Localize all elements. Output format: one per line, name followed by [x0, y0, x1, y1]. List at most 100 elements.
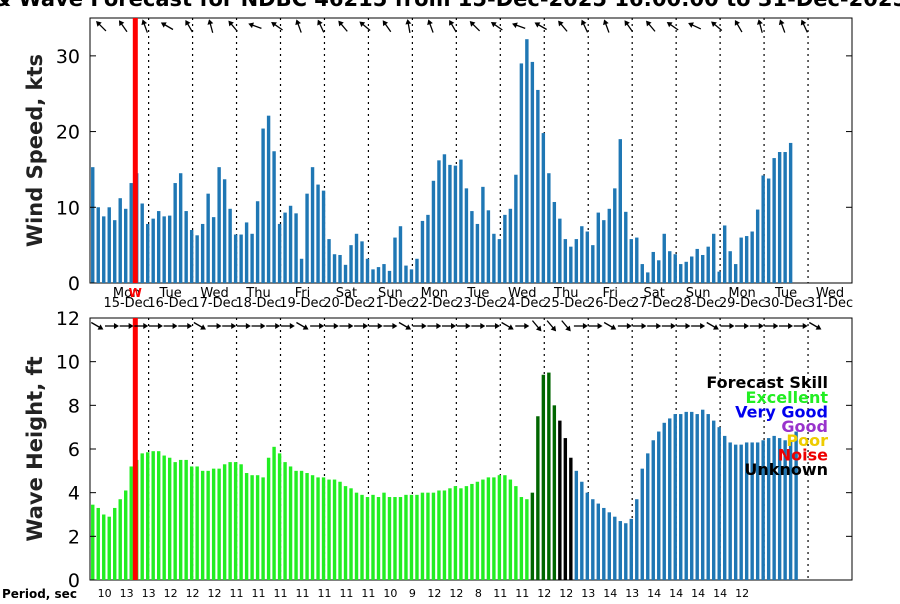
- wind-bar: [492, 233, 496, 283]
- y-axis-label: Wave Height, ft: [23, 356, 47, 541]
- y-tick-label: 30: [56, 46, 80, 68]
- wave-direction-arrow: [296, 321, 309, 330]
- wave-bar: [602, 507, 606, 580]
- wave-direction-arrow: [720, 323, 735, 329]
- wave-direction-arrow: [647, 323, 662, 329]
- wind-bar: [640, 264, 644, 283]
- day-name: Mon: [728, 286, 755, 301]
- wave-bar: [420, 492, 425, 580]
- wind-bar: [382, 264, 386, 283]
- wave-bar: [327, 479, 331, 580]
- wind-bar: [695, 248, 699, 283]
- wind-bar: [761, 175, 765, 283]
- wave-bar: [569, 457, 573, 580]
- day-date: 27-Dec: [631, 296, 677, 311]
- legend-item: Poor: [786, 431, 828, 450]
- wind-direction-arrow: [382, 20, 392, 33]
- wind-bar: [547, 173, 551, 283]
- wind-bar: [233, 234, 238, 283]
- wind-bar: [266, 115, 271, 284]
- wind-direction-arrow: [96, 21, 107, 32]
- wave-direction-arrow: [442, 323, 457, 329]
- wind-direction-arrow: [490, 21, 503, 31]
- wave-direction-arrow: [546, 320, 557, 332]
- wave-bar: [624, 523, 628, 580]
- wave-bar: [189, 466, 194, 580]
- wind-bar: [398, 226, 403, 283]
- wave-bar: [349, 488, 353, 580]
- wind-direction-arrow: [666, 21, 679, 31]
- wind-bar: [558, 218, 562, 283]
- wind-bar: [755, 209, 760, 283]
- wave-bar: [124, 490, 128, 580]
- wave-bar: [744, 442, 749, 580]
- wave-bar: [244, 473, 249, 580]
- wave-direction-arrow: [501, 321, 514, 330]
- wind-bar: [596, 212, 601, 283]
- wave-bar: [305, 473, 309, 580]
- y-tick-label: 20: [56, 122, 80, 144]
- period-value: 8: [475, 587, 482, 600]
- y-axis-label: Wind Speed, kts: [23, 54, 47, 247]
- wave-bar: [415, 494, 419, 580]
- y-tick-label: 0: [68, 273, 80, 295]
- wave-direction-arrow: [588, 323, 603, 329]
- wave-bar: [761, 440, 765, 580]
- period-value: 12: [449, 587, 463, 600]
- day-name: Mon: [113, 286, 140, 301]
- wave-bar: [717, 427, 721, 580]
- wave-direction-arrow: [603, 321, 617, 330]
- day-name: Thu: [245, 286, 270, 301]
- wave-bar: [113, 507, 117, 580]
- wave-direction-arrow: [354, 323, 369, 329]
- wave-bar: [722, 435, 727, 580]
- wind-bar: [178, 173, 183, 283]
- wave-bar: [668, 418, 672, 580]
- wind-bar: [420, 220, 425, 283]
- wave-bar: [596, 503, 601, 580]
- wave-bar: [618, 521, 622, 580]
- wave-direction-arrow: [280, 323, 295, 329]
- wind-bar: [618, 139, 622, 283]
- day-name: Sat: [644, 286, 665, 301]
- wave-bar: [310, 475, 315, 580]
- chart-title: & Wave Forecast for NDBC 46215 from 15-D…: [0, 0, 900, 11]
- wave-bar: [547, 372, 551, 580]
- wave-bar: [613, 516, 617, 580]
- wind-bar: [91, 167, 95, 283]
- wave-bar: [277, 453, 282, 580]
- wave-bar: [321, 477, 326, 580]
- wind-bar: [239, 234, 243, 283]
- wind-bar: [343, 264, 348, 283]
- wave-bar: [766, 438, 771, 580]
- wave-direction-arrow: [764, 323, 779, 329]
- wind-bar: [305, 193, 309, 283]
- wind-bar: [508, 208, 513, 283]
- wind-bar: [189, 230, 194, 283]
- wave-bar: [365, 497, 370, 580]
- wave-direction-arrow: [207, 323, 222, 329]
- wave-bar: [508, 479, 513, 580]
- wave-bar: [409, 494, 414, 580]
- wave-bar: [552, 405, 557, 580]
- wave-bar: [453, 486, 458, 580]
- wind-bar: [519, 63, 524, 283]
- wind-direction-arrow: [160, 22, 174, 31]
- wave-direction-arrow: [561, 320, 571, 332]
- wave-bar: [530, 492, 535, 580]
- wave-bar: [563, 438, 568, 580]
- wind-bar: [733, 264, 738, 283]
- wind-bar: [145, 223, 150, 283]
- wave-bar: [316, 477, 320, 580]
- wind-bar: [442, 154, 447, 283]
- period-axis: Period, sec 10 13 13 12 12 12 11 11 11 11 11 11 11 10 9…: [2, 587, 749, 601]
- wind-bar: [250, 233, 254, 283]
- wind-bar: [684, 261, 688, 283]
- wave-bar: [519, 497, 524, 580]
- wave-bar: [404, 494, 408, 580]
- wind-direction-arrow: [449, 19, 457, 33]
- wind-direction-arrow: [624, 20, 634, 33]
- wave-bar: [184, 459, 188, 580]
